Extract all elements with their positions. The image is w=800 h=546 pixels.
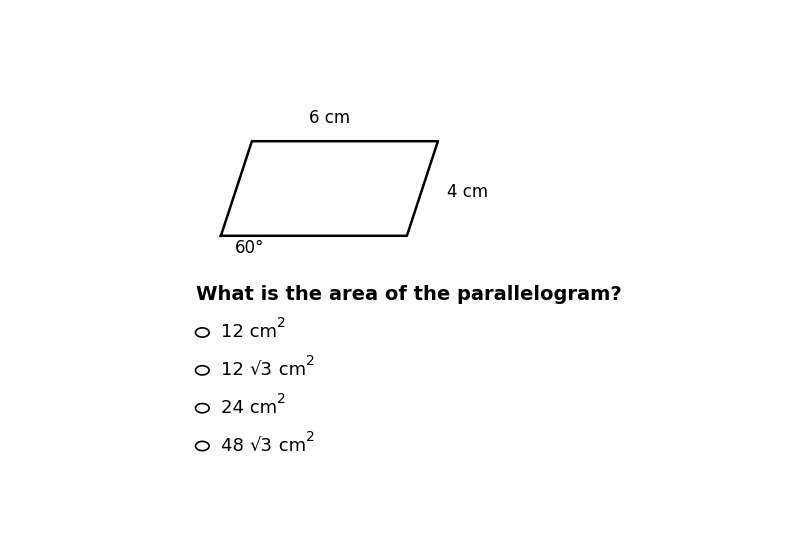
- Text: 2: 2: [277, 316, 286, 330]
- Text: 12 cm: 12 cm: [221, 323, 277, 341]
- Text: 2: 2: [277, 392, 286, 406]
- Text: 48: 48: [221, 437, 250, 455]
- Text: 4 cm: 4 cm: [447, 183, 488, 200]
- Text: 24 cm: 24 cm: [221, 399, 277, 417]
- Text: √3: √3: [250, 361, 273, 379]
- Text: 2: 2: [306, 354, 314, 368]
- Text: 60°: 60°: [235, 239, 265, 257]
- Text: 6 cm: 6 cm: [309, 109, 350, 127]
- Text: cm: cm: [273, 437, 306, 455]
- Text: 2: 2: [306, 430, 314, 444]
- Text: √3: √3: [250, 437, 273, 455]
- Text: 12: 12: [221, 361, 250, 379]
- Text: What is the area of the parallelogram?: What is the area of the parallelogram?: [196, 285, 622, 304]
- Text: cm: cm: [273, 361, 306, 379]
